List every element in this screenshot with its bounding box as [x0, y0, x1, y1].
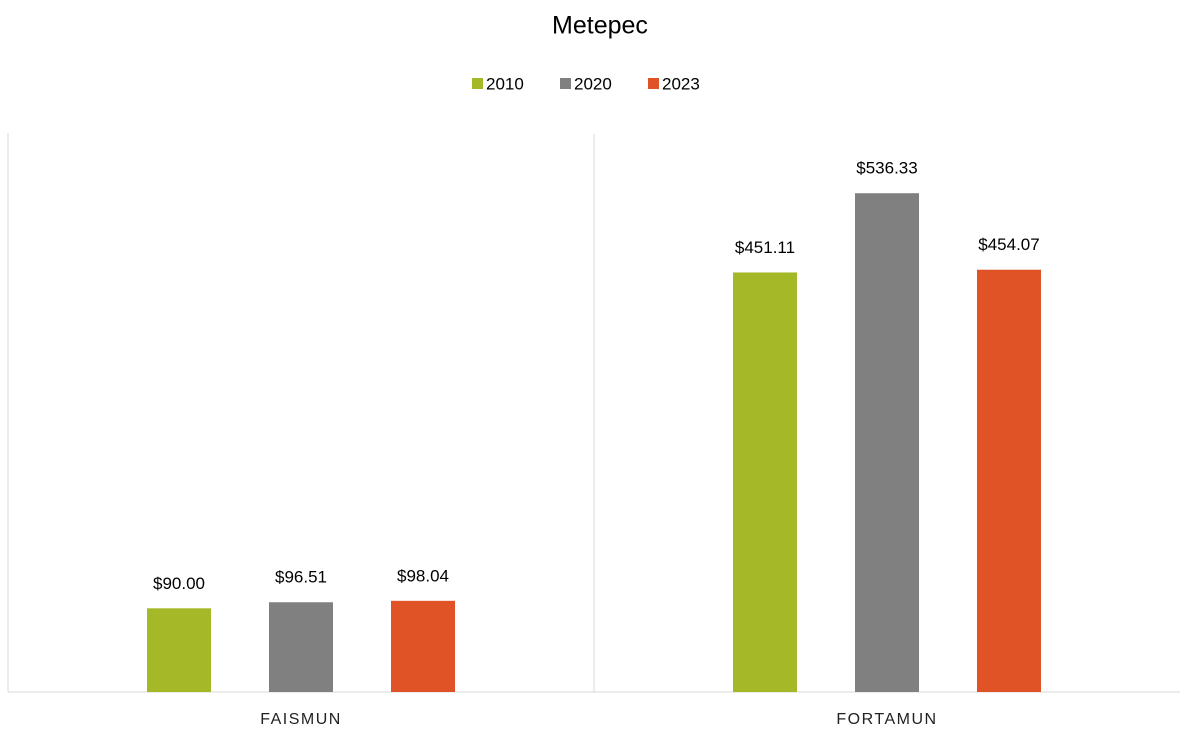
data-label: $454.07 [978, 235, 1039, 254]
legend-label: 2010 [486, 74, 524, 93]
bar [733, 272, 797, 692]
data-label: $96.51 [275, 568, 327, 587]
data-label: $90.00 [153, 574, 205, 593]
bar [269, 602, 333, 692]
bar [977, 269, 1041, 692]
legend-label: 2023 [662, 74, 700, 93]
legend-swatch [560, 78, 571, 89]
legend-label: 2020 [574, 74, 612, 93]
x-tick-label: FAISMUN [260, 711, 342, 728]
data-label: $451.11 [735, 238, 795, 257]
x-tick-label: FORTAMUN [836, 711, 937, 728]
chart-title: Metepec [552, 12, 648, 40]
bar [391, 600, 455, 692]
data-label: $536.33 [856, 159, 917, 178]
data-label: $98.04 [397, 566, 449, 585]
legend-swatch [472, 78, 483, 89]
bar [147, 608, 211, 692]
bar [855, 193, 919, 692]
legend-swatch [648, 78, 659, 89]
legend: 2010 2020 2023 [472, 74, 700, 93]
